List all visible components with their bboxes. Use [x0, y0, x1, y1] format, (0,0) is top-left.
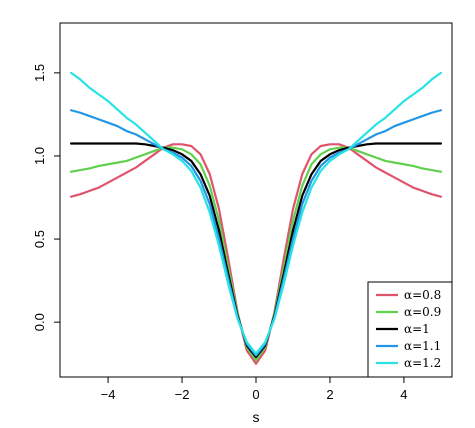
series-line-4 [69, 71, 443, 355]
x-tick-label: 2 [326, 387, 333, 402]
legend-entry-1: α=0.9 [404, 305, 441, 319]
x-tick-label: −4 [101, 387, 116, 402]
series-line-0 [69, 143, 443, 365]
y-axis: 0.0 0.5 1.0 1.5 [32, 64, 60, 331]
x-axis-title: s [253, 409, 260, 425]
x-tick-label: 4 [400, 387, 407, 402]
series-line-3 [69, 109, 443, 357]
y-tick-label: 0.5 [32, 230, 47, 248]
x-axis: −4 −2 0 2 4 [101, 377, 408, 402]
legend-entry-0: α=0.8 [404, 288, 441, 302]
y-tick-label: 1.5 [32, 64, 47, 82]
y-tick-label: 0.0 [32, 313, 47, 331]
series-line-2 [69, 142, 443, 359]
legend: α=0.8 α=0.9 α=1 α=1.1 α=1.2 [367, 281, 453, 378]
series-line-1 [69, 146, 443, 362]
series-layer [69, 71, 443, 365]
x-tick-label: −2 [175, 387, 190, 402]
legend-entry-4: α=1.2 [404, 356, 441, 370]
legend-entry-3: α=1.1 [404, 339, 441, 353]
y-tick-label: 1.0 [32, 147, 47, 165]
legend-entry-2: α=1 [404, 322, 430, 336]
x-tick-label: 0 [252, 387, 259, 402]
